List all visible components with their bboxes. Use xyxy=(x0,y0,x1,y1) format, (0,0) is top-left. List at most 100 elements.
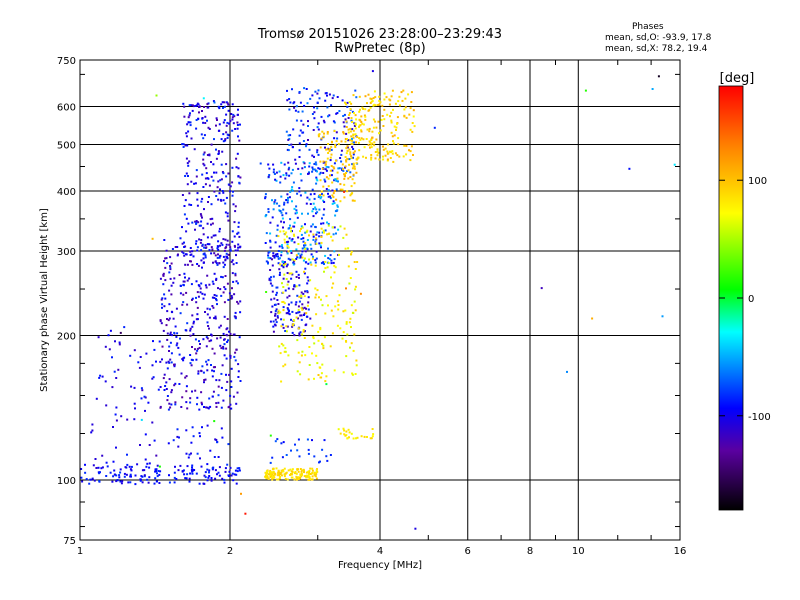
data-point xyxy=(299,331,302,334)
data-point xyxy=(226,102,229,105)
data-point xyxy=(169,406,172,409)
data-point xyxy=(395,129,397,131)
data-point xyxy=(223,105,226,108)
data-point xyxy=(137,361,140,364)
data-point xyxy=(313,163,316,165)
data-point xyxy=(351,146,354,148)
data-point xyxy=(328,150,331,152)
data-point xyxy=(221,101,224,104)
data-point xyxy=(232,479,235,482)
data-point xyxy=(145,352,148,355)
data-point xyxy=(214,366,216,369)
data-point xyxy=(326,221,328,224)
data-point xyxy=(288,272,291,275)
data-point xyxy=(200,259,203,262)
data-point xyxy=(355,158,358,161)
data-point xyxy=(307,301,310,304)
data-point xyxy=(281,282,283,285)
data-point xyxy=(386,158,389,161)
data-point xyxy=(179,337,181,340)
data-point xyxy=(324,163,327,166)
data-point xyxy=(304,250,307,253)
data-point xyxy=(216,303,218,306)
data-point xyxy=(226,380,229,383)
data-point xyxy=(267,478,270,480)
data-point xyxy=(231,259,234,262)
data-point xyxy=(312,202,315,205)
data-point xyxy=(169,277,172,280)
data-point xyxy=(217,394,220,397)
data-point xyxy=(220,386,223,389)
data-point xyxy=(293,106,296,109)
data-point xyxy=(315,212,317,215)
data-point xyxy=(184,263,187,266)
data-point xyxy=(392,108,394,111)
data-point xyxy=(221,477,224,480)
data-point xyxy=(394,152,397,155)
data-point xyxy=(409,150,412,153)
y-tick-label: 300 xyxy=(57,247,76,258)
data-point xyxy=(198,106,200,108)
data-point xyxy=(384,147,387,150)
data-point xyxy=(215,298,217,300)
data-point xyxy=(190,180,193,183)
data-point xyxy=(148,444,151,446)
data-point xyxy=(319,146,322,149)
data-point xyxy=(309,203,312,205)
data-point xyxy=(353,150,356,153)
data-point xyxy=(352,156,354,159)
data-point xyxy=(298,276,300,279)
data-point xyxy=(313,117,316,120)
data-point xyxy=(167,442,170,445)
data-point xyxy=(215,124,217,127)
data-point xyxy=(402,89,405,92)
data-point xyxy=(344,156,347,158)
data-point xyxy=(273,173,276,175)
data-point xyxy=(314,161,317,164)
data-point xyxy=(307,120,309,123)
data-point xyxy=(170,391,173,394)
data-point xyxy=(192,333,195,336)
data-point xyxy=(191,346,193,348)
data-point xyxy=(285,231,288,234)
data-point xyxy=(206,274,209,277)
data-point xyxy=(287,308,290,311)
data-point xyxy=(288,294,291,297)
data-point xyxy=(97,336,100,339)
data-point xyxy=(286,250,288,253)
data-point xyxy=(360,129,363,132)
data-point xyxy=(291,325,294,328)
data-point xyxy=(335,140,338,143)
data-point xyxy=(214,315,217,318)
data-point xyxy=(383,118,386,121)
data-point xyxy=(109,329,112,332)
data-point xyxy=(288,98,291,100)
data-point xyxy=(191,263,194,266)
data-point xyxy=(313,111,316,114)
data-point xyxy=(194,105,197,107)
data-point xyxy=(278,204,281,207)
data-point xyxy=(357,141,360,144)
data-point xyxy=(293,101,296,104)
data-point xyxy=(225,163,228,166)
data-point xyxy=(348,436,350,439)
data-point xyxy=(274,314,276,317)
data-point xyxy=(355,364,358,367)
data-point xyxy=(208,469,211,472)
data-point xyxy=(195,221,198,224)
data-point xyxy=(343,433,346,436)
data-point xyxy=(123,326,126,329)
data-point xyxy=(330,174,333,177)
data-point xyxy=(123,475,126,478)
data-point xyxy=(225,347,228,350)
data-point xyxy=(211,280,214,283)
data-point xyxy=(212,306,215,309)
data-point xyxy=(311,113,314,115)
data-point xyxy=(235,482,238,485)
data-point xyxy=(148,466,151,469)
data-point xyxy=(236,152,239,155)
data-point xyxy=(191,472,194,475)
data-point xyxy=(315,176,318,179)
data-point xyxy=(290,449,292,452)
